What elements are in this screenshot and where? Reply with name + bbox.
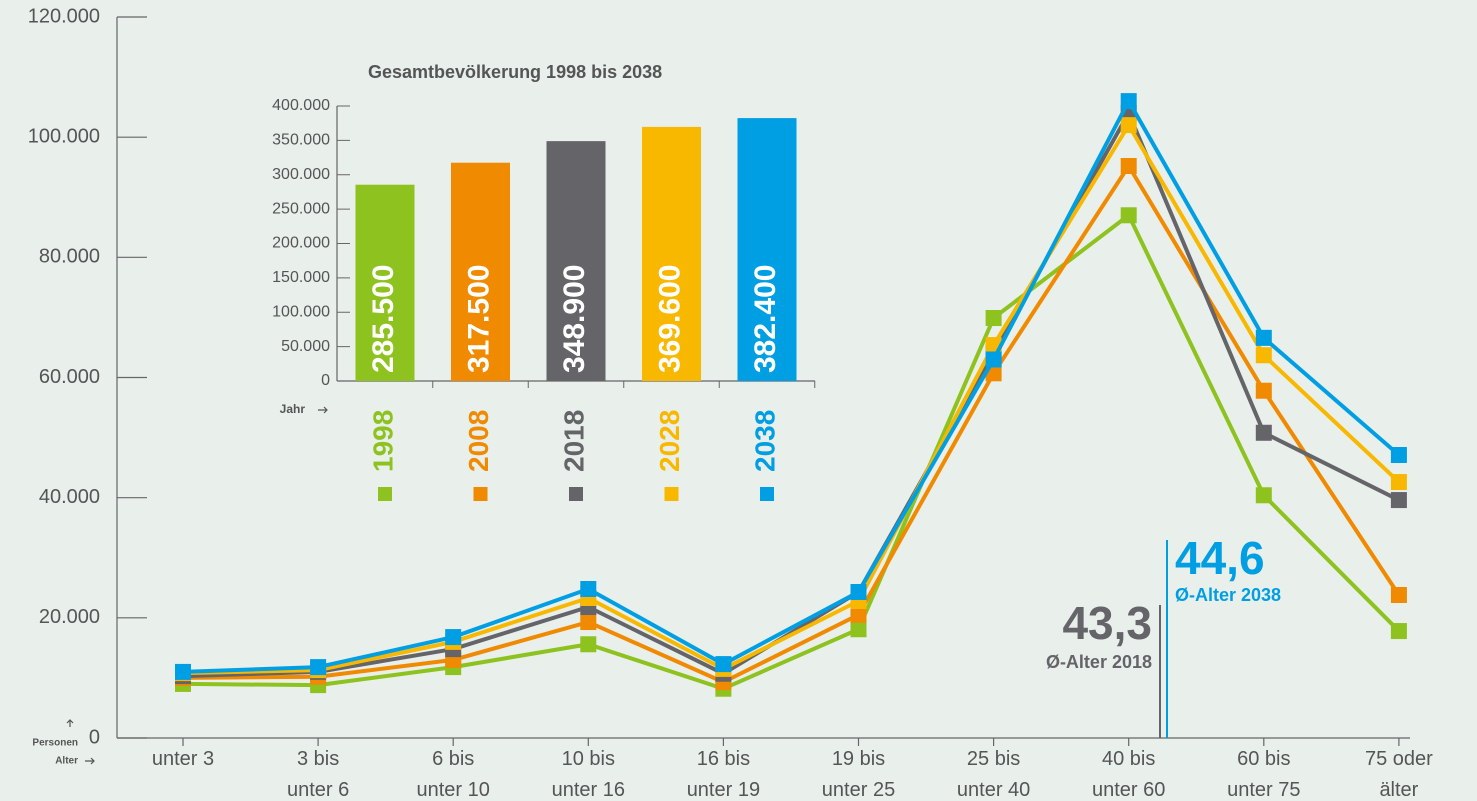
y-tick-label: 0 xyxy=(89,726,100,748)
inset-y-tick-label: 250.000 xyxy=(272,200,330,217)
marker xyxy=(1256,383,1272,399)
x-tick-label: 19 bis unter 25 xyxy=(816,744,902,801)
marker xyxy=(715,656,731,672)
annotation-label: Ø-Alter 2038 xyxy=(1175,585,1281,605)
bar-value-label: 382.400 xyxy=(749,265,782,373)
inset-y-tick-label: 200.000 xyxy=(272,235,330,252)
y-tick-label: 80.000 xyxy=(39,246,100,268)
marker xyxy=(310,659,326,675)
annotation-value: 43,3 xyxy=(1062,597,1152,649)
inset-y-tick-label: 150.000 xyxy=(272,269,330,286)
marker xyxy=(1121,117,1137,133)
marker xyxy=(580,581,596,597)
legend-swatch xyxy=(378,487,392,501)
marker xyxy=(1256,330,1272,346)
marker xyxy=(175,664,191,680)
marker xyxy=(986,351,1002,367)
x-tick-label: 10 bis unter 16 xyxy=(545,744,631,801)
x-tick-label: 75 oder älter xyxy=(1356,744,1442,801)
legend-swatch xyxy=(474,487,488,501)
x-tick-label: 6 bis unter 10 xyxy=(410,744,496,801)
x-tick-label: 60 bis unter 75 xyxy=(1221,744,1307,801)
x-tick-label: unter 3 xyxy=(140,744,226,775)
legend-label: 2008 xyxy=(463,410,494,472)
marker xyxy=(851,607,867,623)
marker xyxy=(1121,93,1137,109)
marker xyxy=(1256,347,1272,363)
x-tick-label: 25 bis unter 40 xyxy=(951,744,1037,801)
inset-y-tick-label: 300.000 xyxy=(272,166,330,183)
marker xyxy=(1121,158,1137,174)
marker xyxy=(445,629,461,645)
legend-swatch xyxy=(569,487,583,501)
y-tick-label: 40.000 xyxy=(39,486,100,508)
annotation-value: 44,6 xyxy=(1175,532,1265,584)
page: Gesamtbevölkerung 1998 bis 2038 Personen… xyxy=(0,0,1477,801)
marker xyxy=(1391,447,1407,463)
bar-value-label: 369.600 xyxy=(653,265,686,373)
inset-title: Gesamtbevölkerung 1998 bis 2038 xyxy=(368,62,662,82)
inset-y-tick-label: 100.000 xyxy=(272,303,330,320)
inset-y-tick-label: 0 xyxy=(321,372,330,389)
marker xyxy=(1256,425,1272,441)
legend-label: 2018 xyxy=(558,410,589,472)
y-tick-label: 100.000 xyxy=(28,125,100,147)
legend-swatch xyxy=(760,487,774,501)
marker xyxy=(580,614,596,630)
x-axis-label: Alter xyxy=(55,756,78,767)
marker xyxy=(851,621,867,637)
marker xyxy=(1391,587,1407,603)
bar-value-label: 285.500 xyxy=(367,265,400,373)
legend-label: 2038 xyxy=(749,410,780,472)
bar-value-label: 317.500 xyxy=(462,265,495,373)
marker xyxy=(1256,487,1272,503)
arrow xyxy=(318,407,327,413)
arrow xyxy=(67,720,73,727)
legend-label: 1998 xyxy=(367,410,398,472)
legend-swatch xyxy=(665,487,679,501)
arrow xyxy=(85,758,94,764)
chart: Gesamtbevölkerung 1998 bis 2038 Personen… xyxy=(0,0,1477,801)
annotation-label: Ø-Alter 2018 xyxy=(1046,652,1152,672)
y-tick-label: 60.000 xyxy=(39,366,100,388)
legend-label: 2028 xyxy=(654,410,685,472)
inset-x-label: Jahr xyxy=(280,402,306,416)
bar-value-label: 348.900 xyxy=(558,265,591,373)
inset-y-tick-label: 50.000 xyxy=(281,338,330,355)
inset-y-tick-label: 400.000 xyxy=(272,97,330,114)
marker xyxy=(1391,492,1407,508)
y-axis-label: Personen xyxy=(32,738,78,749)
x-tick-label: 3 bis unter 6 xyxy=(275,744,361,801)
y-tick-label: 120.000 xyxy=(28,5,100,27)
marker xyxy=(1391,474,1407,490)
marker xyxy=(580,636,596,652)
marker xyxy=(1391,623,1407,639)
marker xyxy=(1121,207,1137,223)
inset-y-tick-label: 350.000 xyxy=(272,132,330,149)
x-tick-label: 40 bis unter 60 xyxy=(1086,744,1172,801)
x-tick-label: 16 bis unter 19 xyxy=(680,744,766,801)
marker xyxy=(851,584,867,600)
marker xyxy=(986,310,1002,326)
y-tick-label: 20.000 xyxy=(39,606,100,628)
